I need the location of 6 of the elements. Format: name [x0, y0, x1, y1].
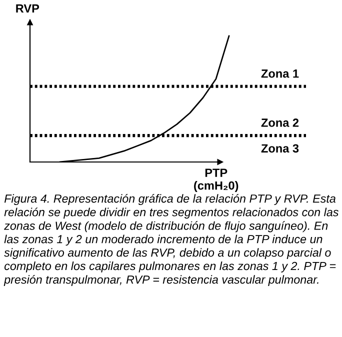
ref-line-label: Zona 2: [261, 118, 299, 127]
text: Zona 3: [261, 144, 299, 153]
text: Figura 4. Representación gráfica de la relación PTP y RVP. Esta relación se puede dividir en tres segmentos relacionados con las zonas de West (modelo de distribución de flujo sanguíneo). En las zonas 1 y 2 un moderado incremento de la PTP induce un significativo aumento de las RVP, debido a un colapso parcial o completo en los capilares pulmonares en las zonas 1 y 2. PTP = presión transpulmonar, RVP = resistencia vascular pulmonar.: [4, 194, 338, 286]
x-axis-title: PTP (cmH₂0): [194, 168, 238, 192]
y-axis-title: RVP: [16, 4, 40, 13]
ref-line-label: Zona 1: [261, 70, 299, 78]
